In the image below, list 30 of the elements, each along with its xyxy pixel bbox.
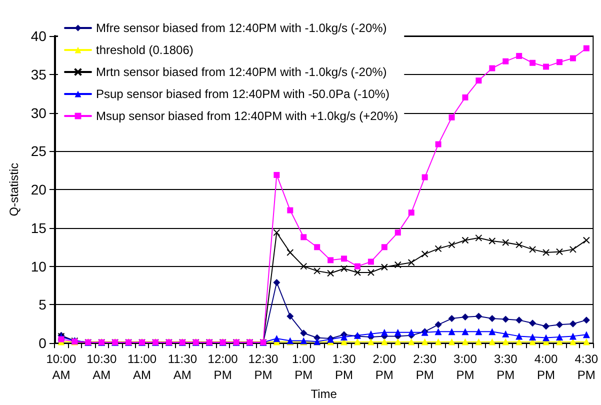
x-tick-label: 4:00 PM <box>534 352 558 382</box>
y-tick-label: 30 <box>30 104 47 121</box>
legend-label: Mfre sensor biased from 12:40PM with -1.0kg/s (-20%) <box>96 21 387 35</box>
x-tick-label: 12:00 PM <box>208 352 238 382</box>
legend-label: Mrtn sensor biased from 12:40PM with -1.0kg/s (-20%) <box>96 65 387 79</box>
x-tick-label: 4:30 PM <box>574 352 598 382</box>
y-tick-label: 40 <box>30 28 47 44</box>
x-tick-label: 11:00 AM <box>127 352 157 382</box>
y-tick-label: 20 <box>30 182 47 198</box>
x-tick-label: 3:00 PM <box>454 352 478 382</box>
x-tick-label: 11:30 AM <box>168 352 198 382</box>
y-tick-label: 25 <box>30 143 47 160</box>
x-tick-label: 1:00 PM <box>292 352 316 382</box>
x-tick-label: 12:30 PM <box>248 352 279 382</box>
x-axis-title: Time <box>310 387 338 401</box>
legend-label: Msup sensor biased from 12:40PM with +1.0kg/s (+20%) <box>96 109 398 123</box>
x-tick-label: 2:30 PM <box>413 352 437 382</box>
y-tick-label: 5 <box>38 296 47 313</box>
y-axis-title: Q-statistic <box>7 162 21 216</box>
x-tick-label: 2:00 PM <box>372 352 396 382</box>
x-tick-label: 10:30 AM <box>86 352 117 382</box>
y-tick-label: 35 <box>30 66 47 82</box>
y-tick-label: 0 <box>38 335 47 352</box>
y-tick-label: 15 <box>30 220 47 236</box>
legend-label: threshold (0.1806) <box>96 43 194 57</box>
x-tick-label: 1:30 PM <box>332 352 356 382</box>
y-tick-label: 10 <box>30 258 47 274</box>
x-tick-label: 10:00 AM <box>46 352 77 382</box>
legend-label: Psup sensor biased from 12:40PM with -50.0Pa (-10%) <box>96 87 390 101</box>
x-tick-label: 3:30 PM <box>494 352 518 382</box>
